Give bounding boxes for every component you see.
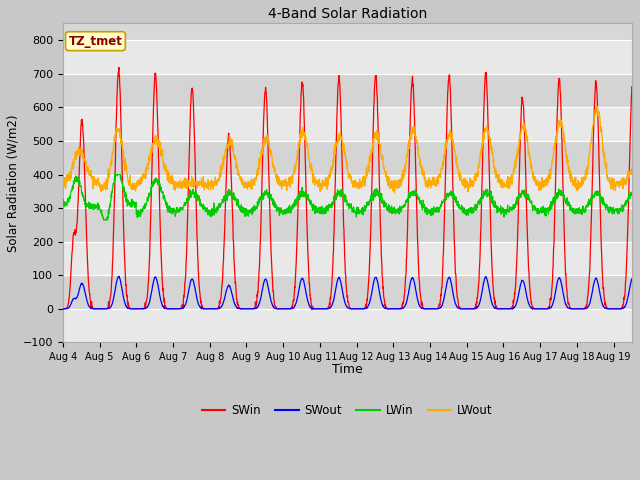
SWin <box>639 303 640 309</box>
Y-axis label: Solar Radiation (W/m2): Solar Radiation (W/m2) <box>7 114 20 252</box>
Bar <box>63 141 632 175</box>
SWin <box>392 306 400 312</box>
Line: SWin: SWin <box>63 67 640 310</box>
SWout <box>96 306 104 312</box>
Line: LWout: LWout <box>63 106 640 198</box>
Bar <box>63 275 632 309</box>
X-axis label: Time: Time <box>332 363 363 376</box>
LWin <box>245 207 253 213</box>
LWout <box>593 103 601 109</box>
Bar <box>63 241 632 275</box>
Line: SWout: SWout <box>63 276 640 309</box>
LWout <box>638 180 640 185</box>
SWin <box>59 306 67 312</box>
LWin <box>567 207 575 213</box>
LWout <box>118 140 125 145</box>
SWout <box>534 306 542 312</box>
Bar <box>63 208 632 241</box>
LWin <box>534 208 542 214</box>
SWout <box>245 306 253 312</box>
SWout <box>639 306 640 312</box>
Bar <box>63 108 632 141</box>
Legend: SWin, SWout, LWin, LWout: SWin, SWout, LWin, LWout <box>197 399 497 422</box>
LWout <box>392 178 400 184</box>
LWout <box>244 179 252 184</box>
Bar <box>63 309 632 342</box>
SWin <box>308 307 316 312</box>
LWout <box>567 175 575 180</box>
SWin <box>118 149 125 155</box>
LWin <box>639 203 640 208</box>
LWin <box>100 217 108 223</box>
SWout <box>567 306 575 312</box>
LWin <box>59 203 67 208</box>
SWin <box>244 306 252 312</box>
SWout <box>115 273 123 279</box>
LWout <box>59 180 67 186</box>
SWout <box>59 306 67 312</box>
SWout <box>118 286 126 292</box>
LWin <box>392 208 400 214</box>
Title: 4-Band Solar Radiation: 4-Band Solar Radiation <box>268 7 427 21</box>
SWout <box>392 306 400 312</box>
LWin <box>111 172 118 178</box>
Text: TZ_tmet: TZ_tmet <box>68 35 122 48</box>
LWin <box>118 180 126 186</box>
LWout <box>534 181 541 187</box>
SWin <box>567 306 575 312</box>
SWin <box>534 306 542 312</box>
Line: LWin: LWin <box>63 175 640 220</box>
Bar <box>63 40 632 74</box>
Bar <box>63 74 632 108</box>
SWin <box>115 64 123 70</box>
Bar <box>63 175 632 208</box>
